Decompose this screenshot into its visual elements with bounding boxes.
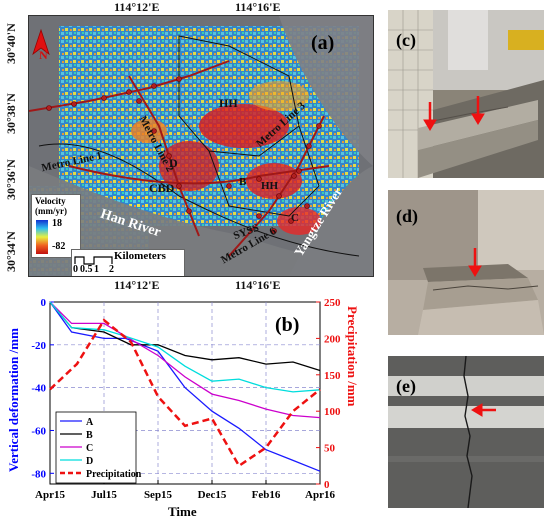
map-top-coord-1: 114°12'E [114, 0, 160, 14]
x-tick-label-0: Apr15 [35, 489, 65, 501]
y-right-tick-label-3: 100 [324, 406, 341, 418]
photo-c-image [388, 10, 544, 178]
map-bottom-coord-2: 114°16'E [235, 278, 281, 292]
label-hh-south: HH [261, 180, 279, 192]
photo-c-sidewalk-crack: (c) [388, 10, 544, 178]
label-cbd: CBD [149, 181, 175, 195]
x-tick-label-1: Jul15 [91, 489, 117, 501]
red-arrow-icon [468, 248, 482, 277]
map-bottom-coord-1: 114°12'E [114, 278, 160, 292]
label-point-d: D [169, 156, 178, 170]
map-left-coord-2: 30°38'N [4, 93, 18, 134]
legend-label-1: B [86, 430, 93, 441]
scale-bar-title: Kilometers [114, 250, 166, 262]
legend-min: -82 [52, 241, 66, 252]
series-line-d [49, 301, 321, 393]
scale-tick-2: 2 [109, 264, 114, 275]
red-arrow-icon [471, 403, 496, 417]
y-left-tick-label-2: -40 [31, 383, 46, 395]
series-line-c [49, 301, 321, 419]
photo-e-arrow [471, 403, 496, 417]
legend-color-ramp [36, 220, 48, 254]
chart-canvas: 0 -20 -40 -60 -80 250 200 150 100 50 0 Apr15 Jul15 Se… [31, 297, 341, 501]
river-north-shape [279, 16, 373, 166]
photo-c-label: (c) [396, 30, 416, 50]
y-right-tick-label-0: 250 [324, 297, 341, 309]
han-river-shape [29, 166, 373, 276]
photo-e-road-crack: (e) [388, 356, 544, 508]
chart-x-label: Time [168, 504, 197, 519]
series-line-precipitation [49, 318, 321, 468]
photo-d-arrow [468, 248, 482, 277]
scale-tick-1: 1 [94, 264, 99, 275]
chart-panel-label: (b) [275, 314, 300, 336]
y-left-tick-label-4: -80 [31, 468, 46, 480]
label-point-b: B [239, 176, 247, 188]
scale-tick-0: 0 [73, 264, 78, 275]
scale-bar-graphic [74, 256, 113, 265]
y-right-tick-label-1: 200 [324, 333, 341, 345]
label-point-c: C [291, 212, 299, 224]
legend-title-2: (mm/yr) [35, 206, 67, 216]
x-tick-label-2: Sep15 [144, 489, 173, 501]
photo-c-arrows [423, 96, 485, 131]
label-hh-north: HH [219, 96, 238, 110]
yangtze-river-shape [289, 166, 373, 276]
x-tick-label-4: Feb16 [252, 489, 281, 501]
x-tick-label-5: Apr16 [305, 489, 335, 501]
scale-bar: Kilometers 0 0.5 1 2 [71, 249, 185, 276]
photo-e-label: (e) [396, 376, 416, 396]
map-canvas [29, 16, 373, 276]
photo-e-image [388, 356, 544, 508]
y-right-tick-label-4: 50 [324, 443, 336, 455]
north-arrow-icon [32, 28, 50, 56]
photo-d-stair-crack: (d) [388, 190, 544, 335]
y-right-tick-label-2: 150 [324, 370, 341, 382]
map-left-coord-1: 30°40'N [4, 23, 18, 64]
map-left-coord-3: 30°36'N [4, 159, 18, 200]
series-line-b [49, 301, 321, 372]
deformation-chart: 0 -20 -40 -60 -80 250 200 150 100 50 0 Apr15 Jul15 Se… [0, 292, 380, 520]
y-left-tick-label-0: 0 [41, 297, 47, 309]
x-tick-label-3: Dec15 [198, 489, 227, 501]
deformation-velocity-map: N (a) HH HH Metro Line 1 Metro Line 2 Me… [28, 15, 374, 277]
legend-label-4: Precipitation [86, 469, 142, 480]
scale-tick-05: 0.5 [80, 264, 93, 275]
legend-label-2: C [86, 443, 93, 454]
map-left-coord-4: 30°34'N [4, 231, 18, 272]
legend-label-3: D [86, 456, 93, 467]
map-panel-label: (a) [311, 32, 335, 54]
photo-d-label: (d) [396, 206, 418, 226]
photo-d-image [388, 190, 544, 335]
north-label: N [39, 48, 48, 62]
y-right-tick-label-5: 0 [324, 479, 330, 491]
map-top-coord-2: 114°16'E [235, 0, 281, 14]
red-arrow-icon [423, 96, 485, 131]
legend-title-1: Velocity [35, 196, 66, 206]
velocity-legend: Velocity (mm/yr) 18 -82 [31, 194, 81, 258]
legend-max: 18 [52, 218, 62, 229]
legend-label-0: A [86, 417, 94, 428]
y-left-tick-label-1: -20 [31, 340, 46, 352]
chart-y-label-left: Vertical deformation /mm [6, 328, 21, 472]
y-left-tick-label-3: -60 [31, 425, 46, 437]
chart-y-label-right: Precipitation /mm [345, 306, 360, 407]
